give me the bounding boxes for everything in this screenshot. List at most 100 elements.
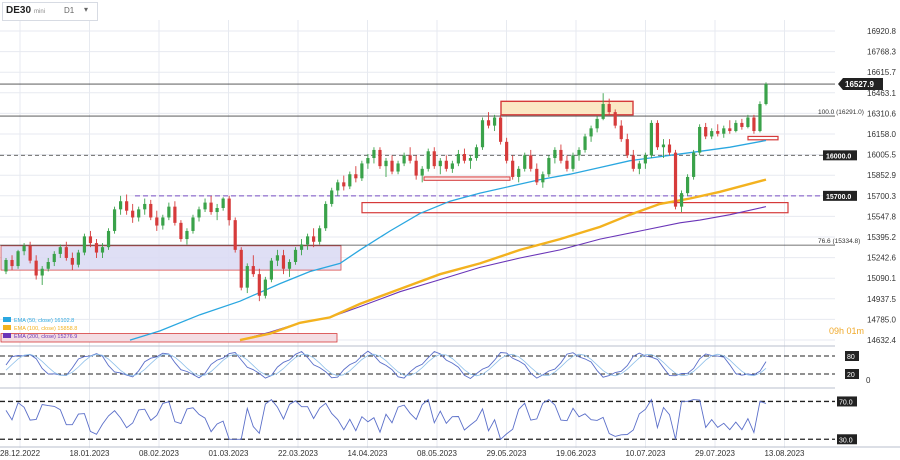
candle-body (88, 236, 93, 244)
symbol-suffix: mini (34, 9, 46, 15)
y-axis-tick-label: 15395.2 (867, 233, 896, 242)
legend-swatch (3, 333, 11, 338)
candle-body (444, 160, 448, 169)
candle-body (685, 176, 690, 194)
candle-body (94, 243, 99, 253)
x-axis-tick-label: 08.02.2023 (139, 449, 180, 458)
x-axis-tick-label: 29.07.2023 (695, 449, 736, 458)
candle-body (595, 118, 599, 129)
candle-body (312, 236, 316, 242)
candle-body (161, 217, 165, 226)
y-axis-tick-label: 16768.3 (867, 48, 896, 57)
x-axis-tick-label: 22.03.2023 (278, 449, 319, 458)
symbol-selector[interactable]: DE30 mini D1 ▾ (0, 0, 100, 22)
support-zone-right (747, 135, 779, 141)
current-price-tag (838, 78, 883, 91)
candle-body (40, 268, 44, 276)
osc2-rsi-line (5, 398, 767, 441)
candle-body (215, 207, 219, 213)
x-axis-tick-label: 14.04.2023 (347, 449, 388, 458)
resistance-zone (500, 100, 634, 116)
support-zone-bottom (0, 333, 338, 343)
y-axis-tick-label: 16463.1 (867, 89, 896, 98)
candle-body (643, 155, 647, 164)
candle-body (76, 252, 80, 265)
legend-entry: EMA (100, close) 15858.8 (14, 326, 77, 332)
candle-body (474, 147, 479, 159)
candle-body (553, 149, 557, 159)
x-axis-tick-label: 29.05.2023 (486, 449, 527, 458)
candle-body (257, 274, 261, 296)
y-axis-tick-label: 16920.8 (867, 27, 896, 36)
candle-body (499, 117, 503, 142)
candle-body (70, 257, 74, 265)
x-axis-tick-label: 18.01.2023 (69, 449, 110, 458)
candle-body (28, 245, 32, 261)
y-axis-tick-label: 14937.5 (867, 295, 896, 304)
chevron-down-icon[interactable]: ▾ (84, 5, 89, 14)
candle-body (535, 168, 539, 183)
candle-body (112, 209, 117, 231)
y-axis-tick-label: 15090.1 (867, 274, 896, 283)
candle-body (613, 112, 617, 126)
candle-body (305, 236, 310, 245)
candle-body (34, 260, 38, 276)
candle-body (209, 202, 213, 213)
y-axis-tick-label: 16005.5 (867, 151, 896, 160)
candle-body (655, 122, 660, 148)
candle-body (22, 245, 26, 252)
candle-body (480, 120, 485, 148)
candle-body (4, 259, 8, 272)
candle-body (414, 160, 418, 176)
candle-body (426, 151, 430, 169)
x-axis-tick-label: 13.08.2023 (764, 449, 805, 458)
x-axis-tick-label: 08.05.2023 (417, 449, 458, 458)
symbol-box[interactable] (2, 2, 98, 21)
candle-body (637, 163, 641, 169)
candle-body (372, 149, 376, 159)
candle-body (203, 202, 207, 210)
candle-body (318, 228, 322, 242)
candle-body (390, 160, 394, 172)
candle-body (143, 203, 147, 210)
candle-body (752, 117, 756, 132)
osc1-d-line (5, 353, 767, 377)
candle-body (673, 152, 678, 207)
candle-body (245, 266, 249, 288)
candle-body (10, 259, 14, 267)
candle-body (692, 152, 696, 177)
legend-entry: EMA (200, close) 15276.9 (14, 334, 77, 340)
candle-body (149, 203, 153, 218)
candle-body (167, 206, 171, 218)
candle-body (366, 158, 370, 164)
y-axis-tick-label: 16310.6 (867, 109, 896, 118)
candle-body (336, 182, 340, 191)
support-zone-15830 (423, 176, 511, 181)
legend-swatch (3, 325, 11, 330)
osc1-level-tag (845, 369, 859, 379)
fib-annotation: 76.6 (15334.8) (818, 238, 860, 245)
y-axis-tick-label: 15547.8 (867, 212, 896, 221)
osc2-level-tag (837, 434, 857, 445)
candle-body (378, 149, 382, 167)
candle-body (269, 260, 273, 280)
candle-body (396, 163, 400, 172)
legend-entry: EMA (50, close) 16102.8 (14, 318, 74, 324)
timeframe-label[interactable]: D1 (64, 6, 75, 15)
x-axis-tick-label: 10.07.2023 (625, 449, 666, 458)
candle-body (82, 236, 87, 253)
osc2-tick-label: 70.0 (839, 399, 853, 406)
candle-body (529, 155, 533, 169)
candle-body (46, 262, 50, 269)
candle-body (197, 209, 201, 218)
candle-body (233, 220, 237, 250)
level-price-tag (823, 150, 857, 161)
candle-body (299, 244, 304, 250)
candle-body (492, 117, 497, 126)
symbol-name: DE30 mini (6, 5, 45, 16)
candle-body (52, 253, 56, 263)
candle-body (746, 117, 750, 127)
candle-body (420, 168, 424, 176)
candle-body (523, 155, 527, 169)
